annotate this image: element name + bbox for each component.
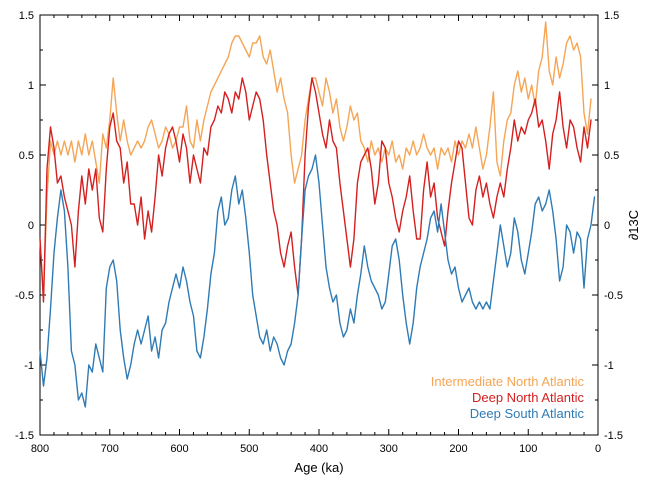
series-line-deep-south-atlantic	[39, 154, 596, 408]
legend: Intermediate North Atlantic Deep North A…	[431, 374, 585, 421]
y-tick-label-left: 1.5	[19, 10, 34, 22]
y-tick-label-left: 0	[28, 220, 34, 232]
legend-entry-deep-south-atlantic: Deep South Atlantic	[470, 406, 585, 421]
y-tick-label-left: 0.5	[19, 150, 34, 162]
y-tick-label-right: 0	[604, 220, 610, 232]
series-line-deep-north-atlantic	[39, 77, 592, 303]
y-tick-label-right: 0.5	[604, 150, 619, 162]
y-tick-label-right: 1	[604, 80, 610, 92]
y-tick-label-right: -1.5	[604, 430, 623, 442]
x-tick-label: 0	[595, 443, 601, 455]
y-tick-label-right: -1	[604, 360, 614, 372]
y-tick-label-right: 1.5	[604, 10, 619, 22]
x-tick-label: 100	[519, 443, 537, 455]
x-tick-label: 500	[240, 443, 258, 455]
x-tick-label: 300	[380, 443, 398, 455]
y-tick-label-left: -1.5	[15, 430, 34, 442]
y-axis-title: ∂13C	[626, 210, 641, 240]
axis-ticks: 800 700 600 500 400 300 200 100 0-1.5 -1.5-1 -1-0.…	[15, 10, 623, 455]
x-tick-label: 800	[31, 443, 49, 455]
legend-entry-deep-north-atlantic: Deep North Atlantic	[472, 390, 585, 405]
x-tick-label: 200	[449, 443, 467, 455]
x-tick-label: 600	[170, 443, 188, 455]
x-tick-label: 700	[101, 443, 119, 455]
legend-entry-intermediate-north-atlantic: Intermediate North Atlantic	[431, 374, 585, 389]
series-lines	[39, 21, 596, 408]
y-tick-label-left: -0.5	[15, 290, 34, 302]
x-axis-title: Age (ka)	[294, 460, 343, 475]
y-tick-label-right: -0.5	[604, 290, 623, 302]
y-tick-label-left: 1	[28, 80, 34, 92]
x-tick-label: 400	[310, 443, 328, 455]
series-line-intermediate-north-atlantic	[39, 21, 592, 296]
y-tick-label-left: -1	[24, 360, 34, 372]
